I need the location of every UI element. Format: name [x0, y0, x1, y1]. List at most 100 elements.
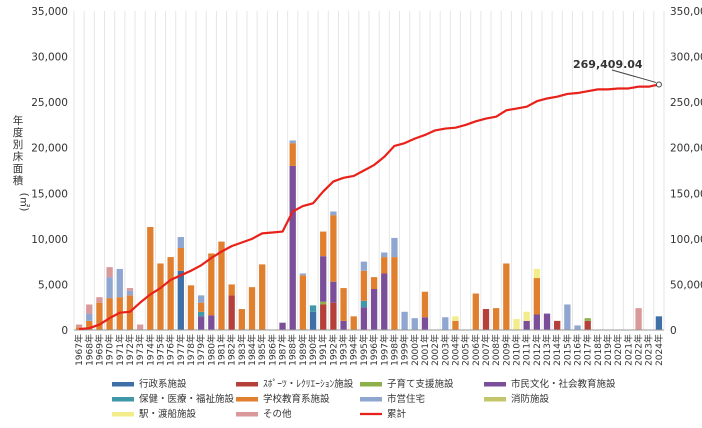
- bar-segment: [309, 311, 317, 330]
- x-tick-label: 1985年: [256, 334, 268, 366]
- bar-segment: [116, 268, 123, 298]
- y2-tick-label: 0: [670, 325, 677, 337]
- bar-segment: [360, 307, 368, 330]
- x-tick-label: 1972年: [124, 334, 136, 366]
- y-tick-label: 5,000: [38, 279, 68, 291]
- x-ticks: 1967年 1968年 1969年 1970年 1971年 1972年 1973年 1974年…: [73, 334, 665, 366]
- bar-segment: [452, 316, 459, 321]
- x-tick-label: 1990年: [307, 334, 319, 366]
- bar-segment: [96, 302, 103, 330]
- x-tick-label: 1992年: [327, 334, 339, 366]
- x-tick-label: 1994年: [348, 334, 360, 366]
- bar-segment: [381, 273, 388, 330]
- legend-swatch: [236, 382, 258, 387]
- right-y-ticks: 0 50,000 100,000 150,000 200,000 250,000 300,0…: [670, 6, 702, 337]
- x-tick-label: 2018年: [592, 334, 604, 366]
- bar-segment: [238, 309, 245, 330]
- bar-segment: [106, 267, 113, 278]
- bar-segment: [86, 313, 93, 321]
- annotation-leader: [611, 69, 657, 83]
- legend-swatch: [360, 397, 382, 402]
- bar-segment: [401, 311, 408, 330]
- bar-segment: [503, 263, 510, 330]
- bar-segment: [248, 287, 256, 330]
- bar-segment: [360, 270, 368, 301]
- y-tick-label: 35,000: [31, 6, 68, 18]
- bar-segment: [655, 316, 663, 330]
- x-tick-label: 1973年: [134, 334, 146, 366]
- bar-segment: [391, 237, 398, 258]
- x-tick-label: 1996年: [368, 334, 380, 366]
- x-tick-label: 2024年: [653, 334, 665, 366]
- vertical-gridlines: [73, 11, 665, 330]
- legend-label: その他: [263, 408, 292, 420]
- bar-segment: [208, 315, 215, 330]
- y-label-char: 床: [13, 150, 24, 163]
- bar-segment: [218, 241, 225, 330]
- x-tick-label: 2014年: [551, 334, 563, 366]
- x-tick-label: 1986年: [266, 334, 278, 366]
- bar-segment: [330, 215, 337, 282]
- x-tick-label: 2001年: [419, 334, 431, 366]
- legend: 行政系施設 ｽﾎﾟｰﾂ・ﾚｸﾘｴｰｼｮﾝ施設 子育て支援施設 市民文化・社会教育施設保…: [112, 378, 616, 420]
- bar-segment: [106, 298, 113, 330]
- bar-segment: [198, 316, 205, 330]
- stacked-bars: [75, 140, 663, 330]
- x-tick-label: 2004年: [449, 334, 461, 366]
- y-label-char: 別: [13, 139, 24, 151]
- bar-segment: [320, 301, 327, 305]
- x-tick-label: 2013年: [541, 334, 553, 366]
- bar-segment: [482, 309, 490, 330]
- legend-label: 保健・医療・福祉施設: [139, 393, 235, 405]
- bar-segment: [513, 319, 520, 330]
- y2-tick-label: 200,000: [670, 143, 702, 155]
- bar-segment: [421, 291, 429, 318]
- y-label-char: 積: [13, 174, 24, 187]
- x-tick-label: 2008年: [490, 334, 502, 366]
- x-tick-label: 1988年: [287, 334, 299, 366]
- bar-segment: [198, 295, 205, 303]
- x-tick-label: 2010年: [511, 334, 523, 366]
- bar-segment: [421, 317, 429, 330]
- x-tick-label: 1981年: [216, 334, 228, 366]
- bar-segment: [177, 270, 184, 330]
- bar-segment: [584, 320, 591, 330]
- x-tick-label: 2002年: [429, 334, 441, 366]
- bar-segment: [584, 318, 591, 321]
- y-tick-label: 0: [61, 325, 68, 337]
- x-tick-label: 2022年: [633, 334, 645, 366]
- x-tick-label: 1999年: [399, 334, 411, 366]
- legend-label: 消防施設: [511, 393, 550, 405]
- y-tick-label: 30,000: [31, 52, 68, 64]
- bar-segment: [330, 211, 337, 216]
- bar-segment: [533, 278, 540, 315]
- x-tick-label: 1980年: [205, 334, 217, 366]
- bar-segment: [381, 257, 388, 274]
- bar-segment: [177, 247, 184, 271]
- x-tick-label: 1974年: [144, 334, 156, 366]
- x-tick-label: 2005年: [460, 334, 472, 366]
- y2-tick-label: 50,000: [670, 279, 702, 291]
- x-tick-label: 2015年: [561, 334, 573, 366]
- x-tick-label: 2016年: [572, 334, 584, 366]
- x-tick-label: 2023年: [643, 334, 655, 366]
- y-label-char: 年: [13, 114, 24, 127]
- x-tick-label: 2007年: [480, 334, 492, 366]
- bar-segment: [259, 264, 266, 330]
- x-tick-label: 1976年: [165, 334, 177, 366]
- bar-segment: [523, 320, 530, 330]
- y-label-char: 度: [13, 126, 24, 139]
- x-tick-label: 1987年: [277, 334, 289, 366]
- bar-segment: [136, 324, 144, 330]
- y2-tick-label: 300,000: [670, 52, 702, 64]
- bar-segment: [86, 320, 93, 330]
- legend-label: 行政系施設: [139, 378, 187, 390]
- y-label-char: 面: [13, 163, 24, 175]
- legend-swatch: [112, 382, 134, 387]
- bar-segment: [452, 320, 459, 330]
- y-tick-label: 20,000: [31, 143, 68, 155]
- x-tick-label: 1971年: [114, 334, 126, 366]
- x-tick-label: 1977年: [175, 334, 187, 366]
